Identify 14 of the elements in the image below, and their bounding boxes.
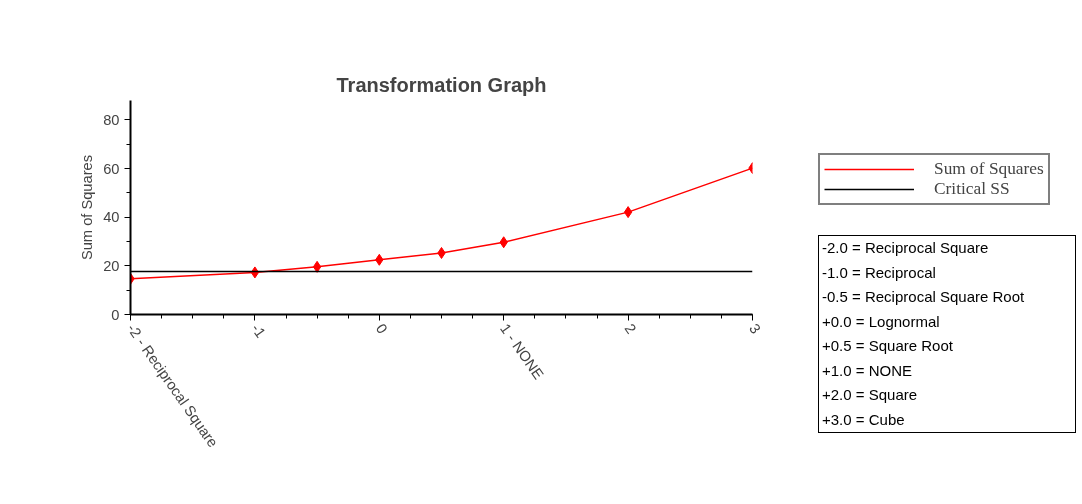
y-tick-label: 80 xyxy=(103,111,120,128)
y-tick-label: 0 xyxy=(111,306,120,323)
x-tick-label: -1 xyxy=(248,320,269,341)
text: -2.0 = Reciprocal Square -1.0 = Reciprocal -0.5 = Reciprocal Square Root +0.0 = Lognormal +0.5 = Square Root +1.0 = NONE +2.0 = Square +3.0 = Cube xyxy=(822,238,1025,430)
y-tick-label: 20 xyxy=(103,257,120,274)
y-tick-label: 40 xyxy=(103,209,120,226)
text: Sum of Squares xyxy=(934,159,1044,179)
chart-title: Transformation Graph xyxy=(336,73,547,96)
y-axis-title: Sum of Squares xyxy=(79,154,96,261)
y-tick-label: 60 xyxy=(103,160,120,177)
text: Critical SS xyxy=(934,179,1010,199)
x-tick-label: 2 xyxy=(621,320,640,337)
x-tick-label: 0 xyxy=(372,320,391,337)
x-tick-label: 3 xyxy=(745,320,764,337)
